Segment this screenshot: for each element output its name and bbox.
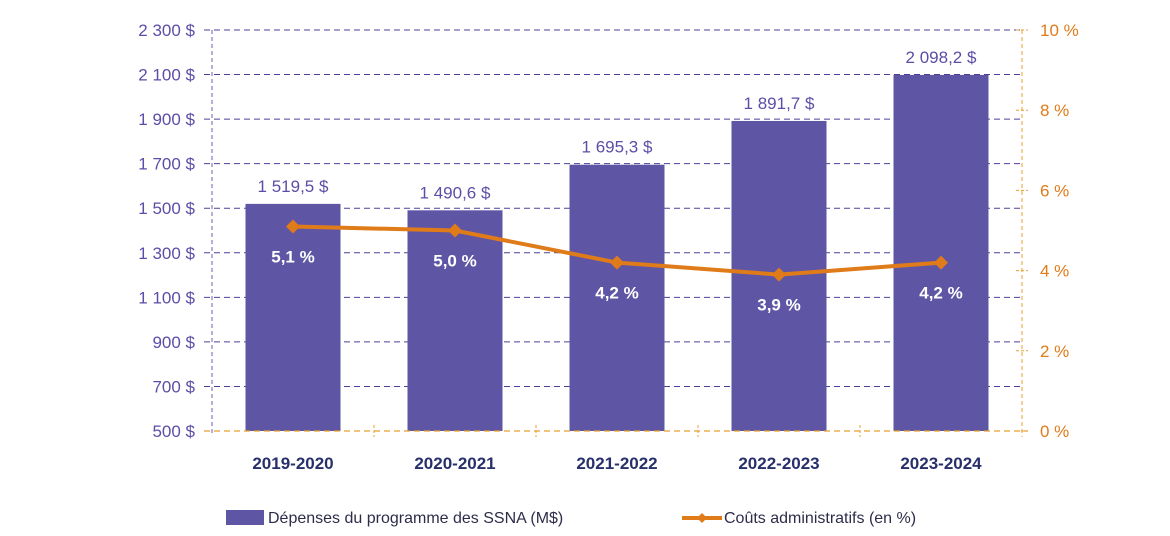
line-value-label: 4,2 % (919, 284, 962, 303)
x-tick-label: 2020-2021 (414, 454, 495, 473)
line-point (934, 255, 948, 270)
y-right-tick-label: 10 % (1040, 21, 1079, 40)
line-value-label: 3,9 % (757, 296, 800, 315)
line-point (448, 223, 462, 238)
legend: Dépenses du programme des SSNA (M$) Coût… (226, 510, 916, 527)
line-value-label: 5,1 % (271, 247, 314, 266)
y-left-tick-label: 1 500 $ (138, 199, 195, 218)
legend-label-line: Coûts administratifs (en %) (724, 510, 916, 527)
y-left-tick-label: 1 100 $ (138, 288, 195, 307)
bar-label-bg (555, 130, 679, 159)
y-left-tick-label: 2 100 $ (138, 66, 195, 85)
bar-value-label: 1 519,5 $ (258, 177, 329, 196)
y-left-tick-label: 2 300 $ (138, 21, 195, 40)
line-point (772, 267, 786, 282)
y-left-tick-label: 1 900 $ (138, 110, 195, 129)
bar (245, 203, 341, 431)
axes: 500 $ 700 $ 900 $ 1 100 $ 1 300 $ 1 500 $ 1 70… (138, 21, 1078, 473)
bar-label-bg (231, 169, 355, 198)
bar (893, 74, 989, 432)
line-point (610, 255, 624, 270)
bar-label-bg (717, 86, 841, 115)
y-right-tick-label: 2 % (1040, 342, 1069, 361)
bar-label-bg (879, 40, 1003, 69)
line-point (286, 219, 300, 234)
bar-value-label: 1 891,7 $ (744, 94, 815, 113)
bars (231, 40, 1003, 432)
y-right-tick-label: 4 % (1040, 262, 1069, 281)
bar-value-label: 1 695,3 $ (582, 138, 653, 157)
x-tick-label: 2022-2023 (738, 454, 819, 473)
y-right-tick-label: 8 % (1040, 101, 1069, 120)
bar-value-label: 1 490,6 $ (420, 183, 491, 202)
legend-swatch-bar (226, 510, 264, 525)
y-left-tick-label: 500 $ (152, 422, 195, 441)
y-left-tick-label: 1 700 $ (138, 155, 195, 174)
legend-marker-diamond (697, 513, 707, 523)
bar-value-label: 2 098,2 $ (906, 48, 977, 67)
bar-label-bg (393, 176, 517, 205)
gridlines (204, 29, 1022, 387)
x-tick-label: 2023-2024 (900, 454, 982, 473)
line-value-label: 4,2 % (595, 284, 638, 303)
y-left-tick-label: 700 $ (152, 377, 195, 396)
data-labels: 1 519,5 $ 1 490,6 $ 1 695,3 $ 1 891,7 $ 2 09… (258, 48, 977, 315)
y-left-tick-label: 900 $ (152, 333, 195, 352)
x-tick-label: 2021-2022 (576, 454, 657, 473)
admin-cost-line (286, 219, 948, 282)
line-value-label: 5,0 % (433, 252, 476, 271)
bar (407, 210, 503, 431)
y-right-tick-label: 6 % (1040, 181, 1069, 200)
legend-label-bar: Dépenses du programme des SSNA (M$) (268, 510, 563, 527)
x-tick-label: 2019-2020 (252, 454, 333, 473)
bar (569, 164, 665, 431)
y-right-tick-label: 0 % (1040, 422, 1069, 441)
y-left-tick-label: 1 300 $ (138, 244, 195, 263)
